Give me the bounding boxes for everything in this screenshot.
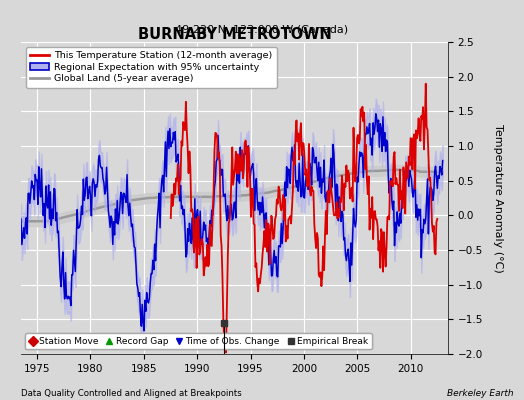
Text: Berkeley Earth: Berkeley Earth xyxy=(447,389,514,398)
Title: BURNABY METROTOWN: BURNABY METROTOWN xyxy=(138,27,331,42)
Legend: Station Move, Record Gap, Time of Obs. Change, Empirical Break: Station Move, Record Gap, Time of Obs. C… xyxy=(26,333,372,350)
Y-axis label: Temperature Anomaly (°C): Temperature Anomaly (°C) xyxy=(493,124,503,272)
Text: Data Quality Controlled and Aligned at Breakpoints: Data Quality Controlled and Aligned at B… xyxy=(21,389,242,398)
Text: 49.220 N, 123.000 W (Canada): 49.220 N, 123.000 W (Canada) xyxy=(176,24,348,34)
